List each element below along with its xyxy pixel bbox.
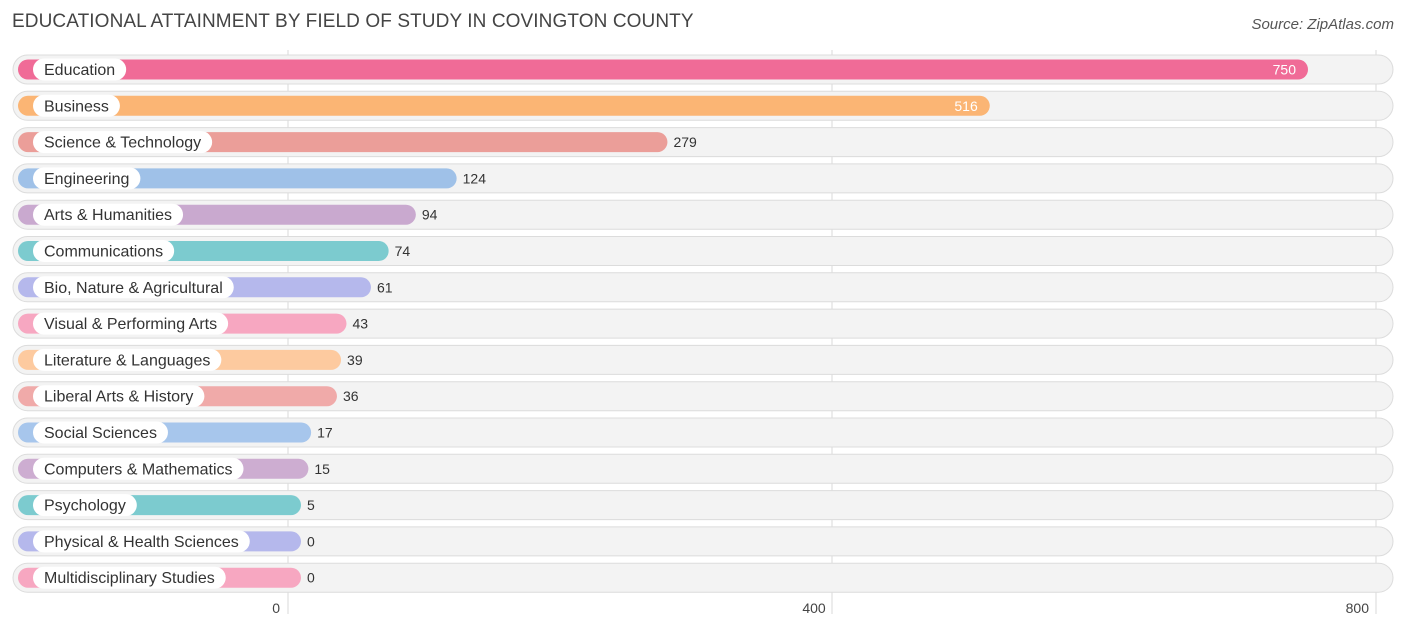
value-label: 750	[1273, 62, 1297, 78]
bar-row: Bio, Nature & Agricultural 61	[12, 272, 1394, 303]
category-label: Science & Technology	[44, 135, 201, 152]
bar-row: Psychology 5	[12, 490, 1394, 521]
category-label-pill	[33, 167, 141, 190]
value-label: 39	[347, 352, 363, 368]
category-label: Physical & Health Sciences	[44, 534, 239, 551]
value-label: 0	[307, 533, 315, 549]
category-label-pill	[33, 276, 234, 299]
category-label: Business	[44, 98, 109, 115]
category-label-pill	[33, 312, 229, 335]
rows-layer: Education 750 Business 516 Science & Technol…	[12, 54, 1394, 593]
category-label-pill	[33, 566, 226, 589]
value-label: 15	[314, 461, 330, 477]
value-label: 43	[352, 316, 368, 332]
x-tick-label: 0	[272, 600, 280, 616]
bar-track	[12, 490, 1394, 521]
category-label: Social Sciences	[44, 425, 157, 442]
value-label: 36	[343, 388, 359, 404]
bar-track	[12, 344, 1394, 375]
value-label: 5	[307, 497, 315, 513]
x-tick-label: 400	[802, 600, 826, 616]
bar-track	[12, 308, 1394, 339]
bar-row: Physical & Health Sciences 0	[12, 526, 1394, 557]
bar-track	[12, 562, 1394, 593]
category-label: Multidisciplinary Studies	[44, 570, 215, 587]
value-label: 74	[395, 243, 411, 259]
category-label-pill	[33, 203, 184, 226]
bar-track	[12, 453, 1394, 484]
bar-row: Literature & Languages 39	[12, 344, 1394, 375]
bar-track	[12, 526, 1394, 557]
category-label: Communications	[44, 244, 163, 261]
chart-title: EDUCATIONAL ATTAINMENT BY FIELD OF STUDY…	[12, 11, 694, 32]
category-label: Visual & Performing Arts	[44, 316, 217, 333]
category-label: Engineering	[44, 171, 129, 188]
category-label: Psychology	[44, 498, 126, 515]
category-label-pill	[33, 385, 205, 408]
value-label: 279	[673, 134, 697, 150]
ticks-layer: 0 400 800	[272, 600, 1369, 616]
category-label-pill	[33, 58, 127, 81]
bar-row: Multidisciplinary Studies 0	[12, 562, 1394, 593]
category-label: Literature & Languages	[44, 352, 210, 369]
bar-row: Arts & Humanities 94	[12, 199, 1394, 230]
category-label: Liberal Arts & History	[44, 389, 193, 406]
category-label-pill	[33, 421, 168, 444]
bar-row: Business 516	[12, 90, 1394, 121]
source-note: Source: ZipAtlas.com	[1251, 16, 1394, 33]
category-label-pill	[33, 94, 120, 117]
bar-row: Engineering 124	[12, 163, 1394, 194]
value-label: 516	[954, 98, 978, 114]
category-label-pill	[33, 131, 213, 154]
bar-row: Science & Technology 279	[12, 127, 1394, 158]
value-label: 124	[463, 170, 487, 186]
x-tick-label: 800	[1346, 600, 1370, 616]
category-label-pill	[33, 240, 175, 262]
category-label-pill	[33, 530, 250, 553]
category-label-pill	[33, 494, 137, 517]
bar	[18, 59, 1308, 80]
category-label: Arts & Humanities	[44, 207, 172, 224]
bar-row: Social Sciences 17	[12, 417, 1394, 448]
value-label: 94	[422, 207, 438, 223]
value-label: 0	[307, 570, 315, 586]
bar-row: Education 750	[12, 54, 1394, 85]
bar-row: Computers & Mathematics 15	[12, 453, 1394, 484]
value-label: 61	[377, 279, 393, 295]
category-label-pill	[33, 457, 244, 480]
value-label: 17	[317, 425, 333, 441]
bar-track	[12, 381, 1394, 412]
bar	[18, 95, 990, 116]
category-label: Computers & Mathematics	[44, 461, 233, 478]
bar-track	[12, 417, 1394, 448]
category-label: Bio, Nature & Agricultural	[44, 280, 223, 297]
category-label: Education	[44, 62, 115, 79]
bar-row: Visual & Performing Arts 43	[12, 308, 1394, 339]
category-label-pill	[33, 348, 222, 371]
bar-row: Liberal Arts & History 36	[12, 381, 1394, 412]
bar-row: Communications 74	[12, 236, 1394, 266]
